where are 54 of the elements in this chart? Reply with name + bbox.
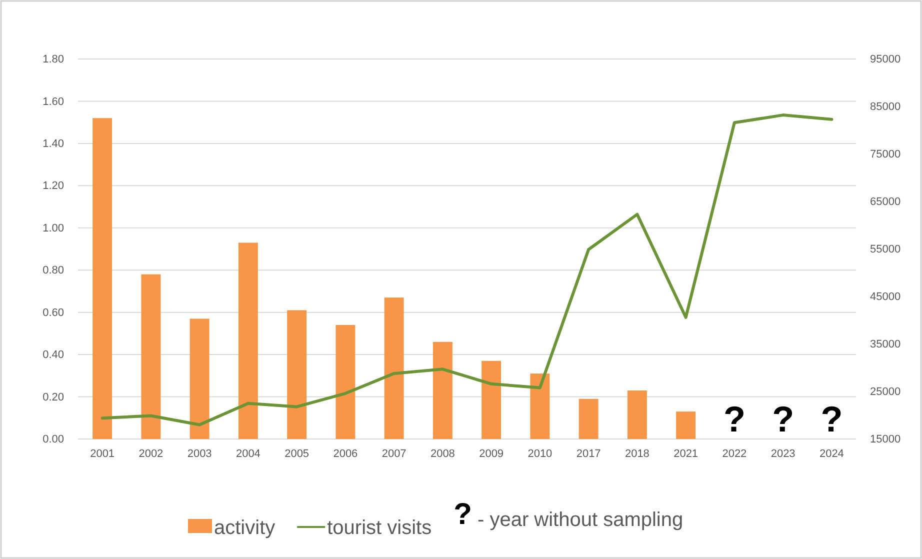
x-tick-label: 2010 [528, 448, 552, 460]
x-tick-label: 2008 [430, 448, 455, 460]
x-tick-label: 2002 [138, 448, 164, 460]
x-tick-label: 2007 [382, 448, 406, 460]
bar [482, 360, 502, 439]
bar [190, 318, 210, 439]
y-tick-label: 0.00 [42, 434, 64, 446]
x-tick-label: 2018 [624, 448, 650, 460]
x-tick-label: 2023 [770, 448, 796, 460]
y-tick-label: 1.40 [42, 138, 64, 150]
annotation: ? [772, 398, 794, 440]
bar [141, 274, 161, 439]
x-tick-label: 2017 [576, 448, 601, 460]
y2-tick-label: 25000 [870, 386, 901, 398]
y2-tick-label: 45000 [870, 291, 901, 304]
bar [336, 325, 356, 439]
y2-tick-label: 35000 [870, 338, 901, 351]
bar [432, 342, 452, 439]
bar [676, 412, 696, 439]
y2-tick-label: 95000 [870, 54, 901, 66]
x-tick-label: 2001 [90, 448, 115, 460]
bar [627, 390, 647, 439]
y2-tick-label: 55000 [870, 244, 901, 256]
y2-tick-label: 15000 [870, 434, 901, 446]
annotation: ? [723, 398, 746, 440]
x-tick-label: 2003 [187, 448, 212, 460]
bar [238, 242, 258, 439]
y-tick-label: 1.60 [42, 96, 64, 108]
bar [530, 374, 550, 439]
y-tick-label: 1.20 [42, 180, 64, 192]
y2-tick-label: 75000 [870, 148, 901, 161]
y-tick-label: 1.80 [42, 54, 64, 66]
text: ? - year without sampling [454, 498, 684, 531]
x-tick-label: 2009 [479, 448, 504, 460]
y-tick-label: 0.40 [42, 349, 64, 362]
bar [578, 398, 598, 439]
legend-label: activity [214, 517, 276, 539]
y2-tick-label: 85000 [870, 101, 901, 114]
x-tick-label: 2022 [722, 448, 747, 460]
x-tick-label: 2004 [236, 448, 260, 460]
x-tick-label: 2024 [819, 448, 844, 460]
y-tick-label: 0.60 [42, 306, 64, 319]
y-tick-label: 0.20 [42, 391, 64, 404]
bar [384, 298, 404, 439]
bar [92, 118, 112, 439]
x-tick-label: 2005 [284, 448, 310, 460]
x-tick-label: 2021 [674, 448, 698, 460]
y2-tick-label: 65000 [870, 196, 901, 208]
legend-label: tourist visits [327, 517, 432, 539]
y-tick-label: 0.80 [42, 264, 64, 277]
annotation: ? [820, 398, 843, 440]
x-tick-label: 2006 [333, 448, 358, 460]
bar [287, 310, 307, 439]
y-tick-label: 1.00 [42, 222, 64, 234]
